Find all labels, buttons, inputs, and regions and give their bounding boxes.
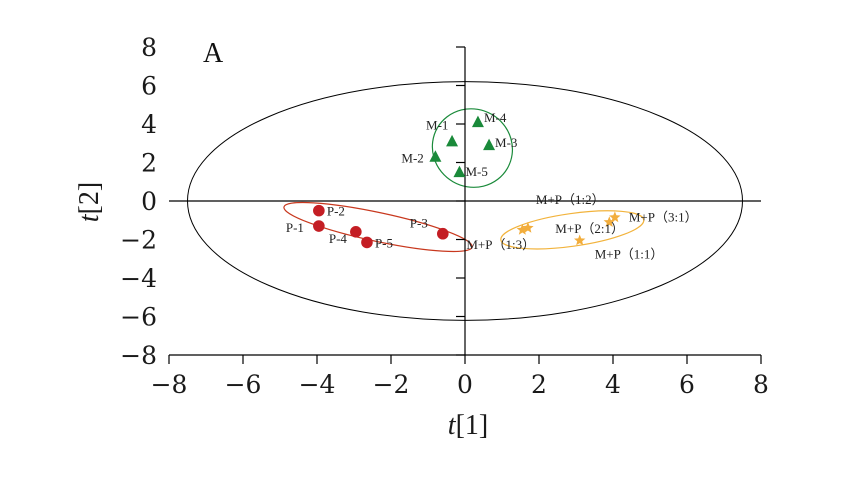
point-P-1: [313, 220, 325, 232]
y-tick-label: 0: [141, 187, 157, 216]
point-label: M+P（1:1）: [595, 246, 664, 261]
point-label: P-2: [327, 204, 345, 219]
point-M-4: [471, 115, 484, 128]
point-M-1: [446, 134, 459, 147]
axes-layer: −8 −6 −4 −2 0 2 4 6 8 −8 −6 −4 −2 0 2 4 6 8: [120, 33, 769, 399]
point-P-5: [361, 236, 373, 249]
y-tick-label: 2: [141, 149, 157, 178]
point-label: M+P（2:1）: [555, 221, 624, 236]
point-M-5: [453, 165, 466, 178]
point-label: M+P（1:3）: [466, 237, 535, 252]
point-label: P-1: [286, 220, 304, 235]
point-label: P-5: [375, 235, 393, 250]
x-tick-label: −4: [299, 370, 336, 399]
x-axis-title: t[1]: [448, 410, 488, 441]
point-label: M-2: [401, 151, 423, 166]
point-label: M-1: [426, 117, 448, 132]
x-tick-label: 0: [457, 370, 473, 399]
y-tick-label: −6: [120, 303, 157, 332]
point-label: M-5: [465, 164, 487, 179]
point-label: P-4: [329, 231, 348, 246]
x-tick-label: −8: [151, 370, 188, 399]
panel-label: A: [203, 38, 224, 69]
point-M+P（1:2）: [522, 221, 534, 233]
y-tick-label: 8: [141, 33, 157, 62]
point-label: P-3: [410, 216, 428, 231]
x-tick-label: 2: [531, 370, 547, 399]
point-M+P（1:3）: [516, 223, 529, 235]
x-tick-label: 6: [679, 370, 695, 399]
point-label: M-3: [495, 135, 517, 150]
point-M-3: [483, 138, 496, 151]
y-tick-label: −4: [120, 264, 157, 293]
y-axis-title: t[2]: [74, 182, 105, 222]
point-M-2: [429, 150, 442, 162]
point-P-4: [350, 226, 362, 238]
y-tick-label: 6: [141, 72, 157, 101]
y-tick-label: −8: [120, 341, 157, 370]
x-tick-label: 4: [605, 370, 621, 399]
y-tick-label: −2: [120, 226, 157, 255]
point-label: M+P（3:1）: [629, 209, 698, 224]
point-M+P（2:1）: [603, 216, 615, 227]
point-P-2: [313, 204, 325, 217]
points-layer: [313, 115, 621, 249]
point-P-3: [437, 227, 449, 240]
x-tick-label: −6: [225, 370, 262, 399]
group-ellipse-mp: [500, 210, 645, 250]
y-tick-label: 4: [141, 110, 157, 139]
x-tick-label: 8: [753, 370, 769, 399]
group-ellipse-m: [431, 108, 514, 188]
point-label: M+P（1:2）: [536, 192, 605, 207]
point-M+P（1:1）: [574, 234, 586, 246]
group-ellipse-p: [283, 201, 473, 253]
point-label: M-4: [484, 110, 507, 125]
x-tick-label: −2: [373, 370, 410, 399]
point-labels-layer: M-1 M-4 M-3 M-2 M-5 P-2 P-1 P-4 P-5 P-3 M+P（1:2） M+…: [286, 110, 698, 261]
point-M+P（3:1）: [609, 211, 621, 223]
